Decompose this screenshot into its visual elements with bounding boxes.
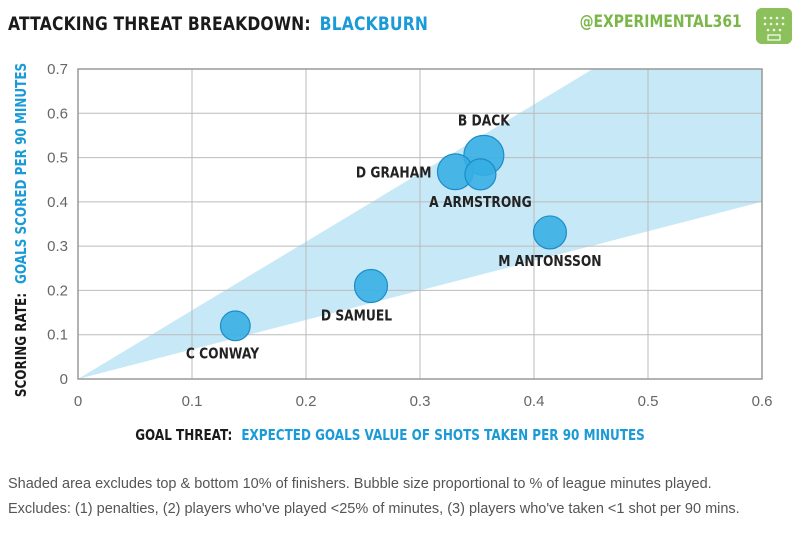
x-tick-label-3: 0.3 [410, 393, 431, 410]
y-axis-ticks: 0 0.1 0.2 0.3 0.4 0.5 0.6 0.7 [47, 61, 68, 388]
y-tick-label-6: 0.6 [47, 105, 68, 122]
bubbles [219, 134, 568, 342]
bubble-c-conway [219, 310, 251, 342]
y-tick-label-1: 0.1 [47, 327, 68, 344]
y-axis-label-bold: SCORING RATE: [13, 293, 31, 397]
y-axis-label-rest: GOALS SCORED PER 90 MINUTES [13, 63, 31, 284]
y-axis-label: SCORING RATE: GOALS SCORED PER 90 MINUTE… [13, 63, 31, 397]
chart-title: ATTACKING THREAT BREAKDOWN: BLACKBURN [8, 6, 520, 42]
bubble-d-samuel [353, 268, 389, 304]
x-tick-label-4: 0.4 [524, 393, 545, 410]
x-tick-label-6: 0.6 [752, 393, 773, 410]
y-tick-label-4: 0.4 [47, 194, 68, 211]
bubble-labels: C CONWAY D SAMUEL D GRAHAM A ARMSTRONG B DAC… [186, 112, 602, 363]
bubble-a-armstrong [464, 158, 497, 191]
title-team: BLACKBURN [319, 13, 429, 35]
bubble-label-a-armstrong: A ARMSTRONG [429, 194, 532, 211]
bubble-label-m-antonsson: M ANTONSSON [498, 253, 601, 270]
plot-frame [77, 68, 763, 380]
y-tick-label-5: 0.5 [47, 150, 68, 167]
twitter-handle: @EXPERIMENTAL361 [579, 12, 742, 32]
x-tick-label-1: 0.1 [182, 393, 203, 410]
x-axis-ticks: 0 0.1 0.2 0.3 0.4 0.5 0.6 [74, 393, 773, 410]
bubble-label-b-dack: B DACK [458, 112, 511, 129]
footnote-line-2: Excludes: (1) penalties, (2) players who… [8, 501, 740, 517]
y-tick-label-2: 0.2 [47, 282, 68, 299]
y-tick-label-3: 0.3 [47, 238, 68, 255]
x-axis-label: GOAL THREAT: EXPECTED GOALS VALUE OF SHO… [135, 427, 645, 445]
footnote-line-1: Shaded area excludes top & bottom 10% of… [8, 476, 712, 492]
scatter-chart: 0 0.1 0.2 0.3 0.4 0.5 0.6 00.10.20.30.40.50.60… [13, 61, 773, 445]
x-tick-label-5: 0.5 [638, 393, 659, 410]
y-tick-label-0: 0 [60, 371, 68, 388]
y-tick-label-7: 0.7 [47, 61, 68, 78]
x-tick-label-0: 0 [74, 393, 82, 410]
title-prefix: ATTACKING THREAT BREAKDOWN: [8, 13, 311, 35]
bubble-label-d-graham: D GRAHAM [356, 165, 432, 182]
pitch-logo-icon [756, 8, 792, 44]
x-axis-label-bold: GOAL THREAT: [135, 427, 232, 445]
x-axis-label-rest: EXPECTED GOALS VALUE OF SHOTS TAKEN PER … [241, 427, 644, 445]
x-tick-label-2: 0.2 [296, 393, 317, 410]
bubble-label-c-conway: C CONWAY [186, 346, 260, 363]
title-text: ATTACKING THREAT BREAKDOWN: BLACKBURN [8, 13, 428, 35]
bubble-label-d-samuel: D SAMUEL [321, 307, 393, 324]
bubble-m-antonsson [532, 215, 568, 250]
